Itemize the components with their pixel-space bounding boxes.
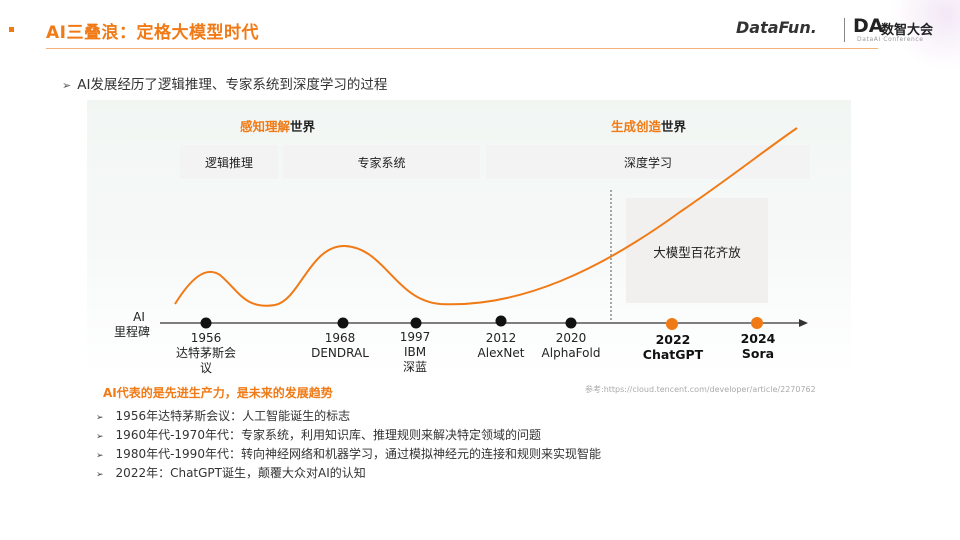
title-divider [46,48,878,49]
decorative-corner [890,0,960,70]
milestone-line: Sora [741,346,775,361]
milestone-label-1956: 1956 达特茅斯会 议 [168,331,244,376]
milestone-dot [410,317,422,329]
milestone-line: 1997 [399,330,431,344]
milestone-line: 2012 [485,331,517,345]
note-text: 1956年达特茅斯会议：人工智能诞生的标志 [115,409,351,423]
boom-label: 大模型百花齐放 [653,245,741,260]
axis-label: AI 里程碑 [114,310,150,340]
milestone-label-2020: 2020 AlphaFold [533,331,609,361]
world-suffix: 世界 [290,119,316,134]
milestone-dot-highlight [666,318,678,330]
note-text: 1980年代-1990年代：转向神经网络和机器学习，通过模拟神经元的连接和规则来… [115,447,601,461]
ai-wave-curve [174,127,798,307]
milestone-line: 2020 [555,331,587,345]
subtitle-text: AI发展经历了逻辑推理、专家系统到深度学习的过程 [77,77,388,93]
world-label-perception: 感知理解世界 [240,116,315,135]
conference-name: 数智大会 [881,23,934,38]
list-item: ➢ 2022年：ChatGPT诞生，颠覆大众对AI的认知 [96,465,601,484]
milestone-dot [337,317,349,329]
era-deep: 深度学习 [486,145,810,179]
milestone-line: DENDRAL [311,346,369,360]
section-subtitle: ➢ AI发展经历了逻辑推理、专家系统到深度学习的过程 [62,73,387,93]
axis-label-line: AI [133,310,145,324]
milestone-line: AlphaFold [541,346,601,360]
boom-box [626,198,768,303]
milestone-line: 2022 [655,332,691,347]
milestone-dot-highlight [751,317,763,329]
era-logic: 逻辑推理 [180,145,278,179]
milestone-line: 1956 [190,331,222,345]
logo-divider [844,18,845,42]
era-expert: 专家系统 [283,145,480,179]
milestone-dot [565,317,577,329]
milestone-dot [200,317,212,329]
list-item: ➢ 1956年达特茅斯会议：人工智能诞生的标志 [96,408,601,427]
conference-subtitle: DataAI Conference [857,36,924,43]
note-text: 1960年代-1970年代：专家系统，利用知识库、推理规则来解决特定领域的问题 [115,428,541,442]
arrow-bullet-icon: ➢ [96,470,104,480]
page-title: AI三叠浪：定格大模型时代 [46,23,259,43]
milestone-label-2022: 2022 ChatGPT [636,332,710,362]
milestone-label-2012: 2012 AlexNet [468,331,534,361]
slogan: AI代表的是先进生产力，是未来的发展趋势 [103,386,333,400]
arrow-bullet-icon: ➢ [96,413,104,423]
datafun-logo: DataFun. [736,18,817,37]
axis-label-line: 里程碑 [114,325,151,339]
da-logo: DA [853,15,884,37]
milestone-label-2024: 2024 Sora [730,331,786,361]
milestone-label-1968: 1968 DENDRAL [300,331,380,361]
list-item: ➢ 1960年代-1970年代：专家系统，利用知识库、推理规则来解决特定领域的问题 [96,427,601,446]
milestone-line: ChatGPT [642,347,704,362]
world-highlight: 感知理解 [240,119,291,134]
milestone-label-1997: 1997 IBM 深蓝 [388,330,442,375]
milestone-line: IBM [403,345,427,359]
reference-link[interactable]: 参考:https://cloud.tencent.com/developer/a… [585,385,816,394]
milestone-line: 达特茅斯会 [175,346,236,360]
arrow-bullet-icon: ➢ [96,432,104,442]
title-bullet-icon [9,27,14,32]
axis-arrow-icon [799,319,808,327]
milestone-line: 深蓝 [402,360,427,374]
arrow-bullet-icon: ➢ [62,79,72,92]
world-highlight: 生成创造 [611,119,662,134]
milestone-dot [495,315,507,327]
world-suffix: 世界 [661,119,687,134]
milestone-line: 议 [199,361,212,375]
milestone-line: 1968 [324,331,356,345]
arrow-bullet-icon: ➢ [96,451,104,461]
note-text: 2022年：ChatGPT诞生，颠覆大众对AI的认知 [115,466,366,480]
world-label-generation: 生成创造世界 [611,116,686,135]
milestone-line: AlexNet [477,346,525,360]
list-item: ➢ 1980年代-1990年代：转向神经网络和机器学习，通过模拟神经元的连接和规则… [96,446,601,465]
notes-list: ➢ 1956年达特茅斯会议：人工智能诞生的标志 ➢ 1960年代-1970年代：专家… [96,408,601,484]
milestone-line: 2024 [740,331,776,346]
